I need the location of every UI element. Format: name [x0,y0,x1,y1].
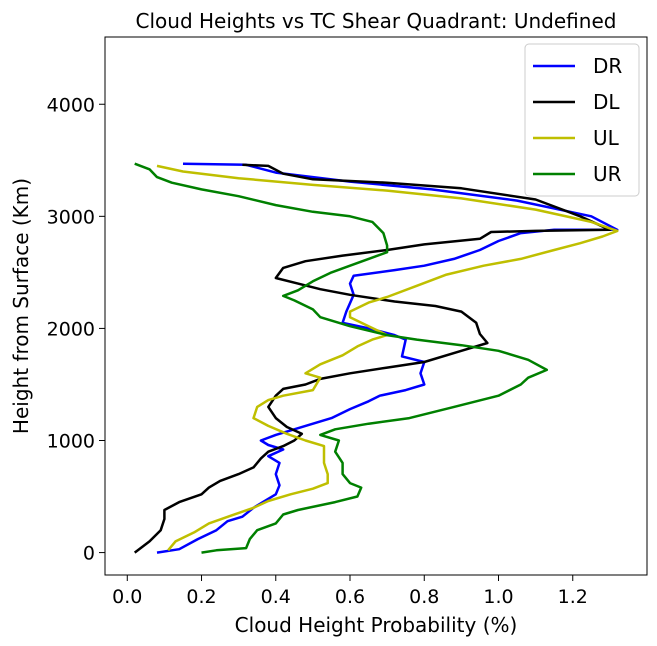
y-axis-label: Height from Surface (Km) [9,178,33,434]
series-line-dr [156,162,619,554]
plot-area [133,162,619,554]
chart-title: Cloud Heights vs TC Shear Quadrant: Unde… [136,9,617,33]
plot-frame [104,36,648,576]
y-tick-label: 0 [83,543,95,565]
x-tick-label: 0.2 [186,586,216,608]
y-tick-label: 3000 [47,206,95,228]
legend-label-ul: UL [593,126,620,150]
x-tick-label: 1.2 [558,586,588,608]
series-line-ur [134,162,549,554]
y-tick-label: 2000 [47,318,95,340]
x-tick-label: 0.8 [409,586,439,608]
legend-label-dl: DL [593,90,620,114]
legend-label-dr: DR [593,54,622,78]
series-line-dl [133,163,612,554]
y-tick-label: 1000 [47,431,95,453]
y-axis: 0 1000 2000 3000 4000 [47,94,105,565]
series-line-ul [156,164,619,552]
x-axis-label: Cloud Height Probability (%) [235,613,518,637]
legend: DR DL UL UR [524,43,640,197]
x-tick-label: 0.6 [335,586,365,608]
x-tick-label: 0.0 [112,586,142,608]
x-axis: 0.0 0.2 0.4 0.6 0.8 1.0 1.2 [112,575,588,608]
x-tick-label: 0.4 [261,586,291,608]
legend-box [524,43,640,197]
y-tick-label: 4000 [47,94,95,116]
legend-label-ur: UR [593,162,622,186]
x-tick-label: 1.0 [483,586,513,608]
